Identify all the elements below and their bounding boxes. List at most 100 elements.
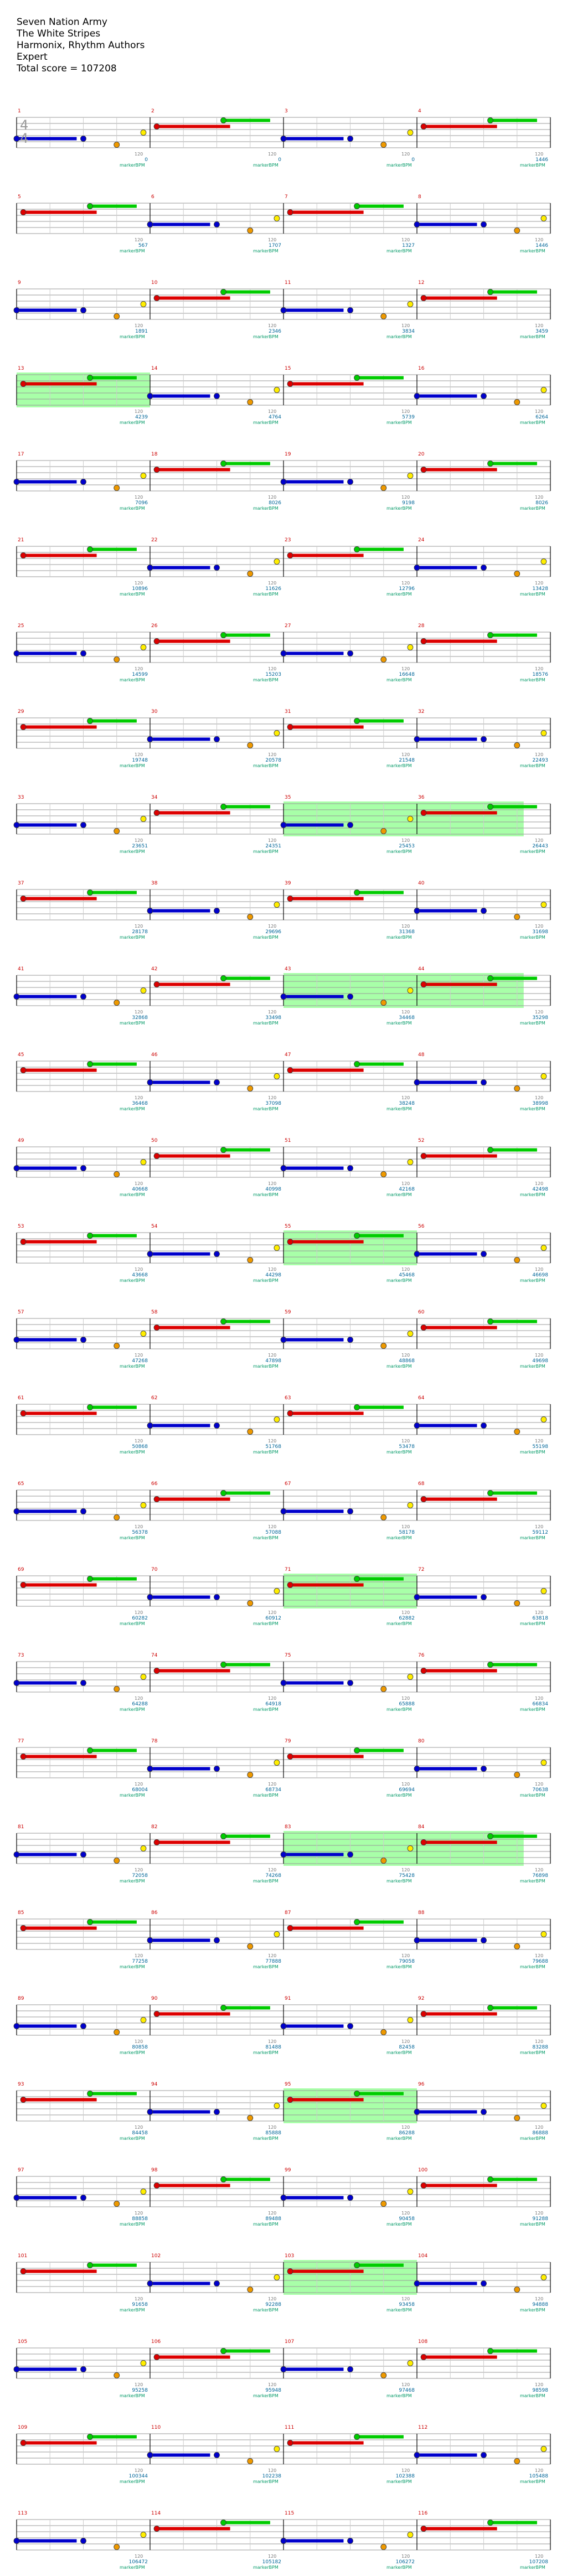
note-gem (20, 896, 27, 902)
note-gem (407, 1502, 414, 1508)
note-gem (153, 2182, 160, 2189)
chart-row: 4112032868markerBPM4212033498markerBPM43… (13, 966, 551, 1026)
measure-number: 99 (285, 2168, 291, 2173)
bpm-marker: 120 (268, 666, 276, 671)
note-gem (20, 1582, 27, 1588)
note-gem (13, 136, 20, 142)
sustain-tail (424, 296, 497, 300)
note-gem (287, 2440, 293, 2446)
note-gem (540, 215, 547, 221)
bpm-marker: 120 (535, 152, 543, 157)
marker-label: markerBPM (386, 334, 412, 339)
note-gem (481, 908, 487, 914)
measure-score: 45468 (399, 1273, 415, 1278)
sustain-tail (490, 1663, 537, 1667)
note-gem (380, 1343, 387, 1349)
note-gem (87, 203, 93, 209)
note-gem (87, 1404, 93, 1410)
marker-label: markerBPM (386, 592, 412, 597)
measure-score: 68004 (132, 1787, 148, 1793)
bpm-marker: 120 (401, 1953, 410, 1958)
measure-number: 102 (151, 2253, 161, 2259)
measure-number: 17 (18, 452, 24, 457)
note-gem (153, 638, 160, 644)
bpm-marker: 120 (135, 1181, 143, 1186)
note-gem (147, 1594, 153, 1600)
sustain-tail (150, 1938, 210, 1942)
bpm-marker: 120 (401, 1524, 410, 1529)
measure-number: 70 (151, 1567, 158, 1573)
marker-label: markerBPM (120, 1793, 145, 1798)
measure-score: 567 (138, 243, 148, 249)
measure-number: 78 (151, 1739, 158, 1744)
measure-number: 65 (18, 1481, 24, 1487)
marker-label: markerBPM (520, 1535, 545, 1540)
note-gem (354, 1919, 360, 1925)
measure-score: 68734 (265, 1787, 281, 1793)
sustain-tail (150, 2453, 210, 2457)
measure-number: 104 (418, 2253, 427, 2259)
measure-number: 22 (151, 537, 157, 543)
note-gem (13, 1680, 20, 1686)
note-gem (220, 2176, 226, 2182)
note-gem (487, 1662, 493, 1668)
note-gem (247, 571, 254, 577)
note-gem (147, 1079, 153, 1085)
note-gem (414, 565, 420, 571)
marker-label: markerBPM (253, 163, 279, 168)
note-gem (280, 1680, 287, 1686)
marker-label: markerBPM (120, 334, 145, 339)
note-gem (380, 142, 387, 148)
note-gem (147, 2280, 153, 2287)
sustain-tail (150, 2282, 210, 2285)
marker-label: markerBPM (120, 1707, 145, 1712)
note-gem (414, 393, 420, 399)
note-gem (514, 1085, 520, 1092)
measure-score: 63818 (532, 1616, 548, 1621)
measure-score: 0 (145, 157, 148, 163)
bpm-marker: 120 (535, 1439, 543, 1444)
sustain-tail (17, 480, 77, 484)
sustain-tail (490, 2177, 537, 2181)
measure-number: 8 (418, 194, 421, 200)
marker-label: markerBPM (253, 334, 279, 339)
note-gem (80, 2023, 86, 2029)
sustain-tail (150, 1595, 210, 1599)
marker-label: markerBPM (253, 592, 279, 597)
chart-row: 8112072058markerBPM8212074268markerBPM83… (13, 1824, 551, 1884)
note-gem (20, 1410, 27, 1416)
note-gem (140, 2532, 147, 2538)
note-gem (147, 221, 153, 227)
bpm-marker: 120 (535, 1353, 543, 1358)
sustain-tail (290, 554, 364, 557)
bpm-marker: 120 (268, 1353, 276, 1358)
sustain-tail (23, 2269, 97, 2273)
marker-label: markerBPM (253, 249, 279, 254)
sustain-tail (90, 1749, 137, 1752)
sustain-tail (417, 394, 477, 398)
measure-score: 12796 (399, 586, 415, 592)
marker-label: markerBPM (253, 1964, 279, 1969)
sustain-tail (17, 308, 77, 312)
note-gem (414, 1594, 420, 1600)
sustain-tail (90, 2435, 137, 2439)
bpm-marker: 120 (401, 2211, 410, 2216)
note-gem (514, 742, 520, 748)
note-gem (420, 1839, 427, 1845)
note-gem (420, 638, 427, 644)
note-gem (287, 1239, 293, 1245)
note-gem (114, 2201, 120, 2207)
sustain-tail (424, 2527, 497, 2531)
time-sig-top: 4 (20, 117, 28, 133)
bpm-marker: 120 (135, 152, 143, 157)
measure-score: 51768 (265, 1444, 281, 1450)
marker-label: markerBPM (253, 849, 279, 854)
measure-score: 34468 (399, 1015, 415, 1021)
note-gem (481, 1079, 487, 1085)
note-gem (140, 2189, 147, 2195)
measure-number: 100 (418, 2168, 427, 2173)
note-gem (414, 2280, 420, 2287)
song-header: Seven Nation Army The White Stripes Harm… (17, 17, 145, 75)
measure-score: 16648 (399, 672, 415, 677)
